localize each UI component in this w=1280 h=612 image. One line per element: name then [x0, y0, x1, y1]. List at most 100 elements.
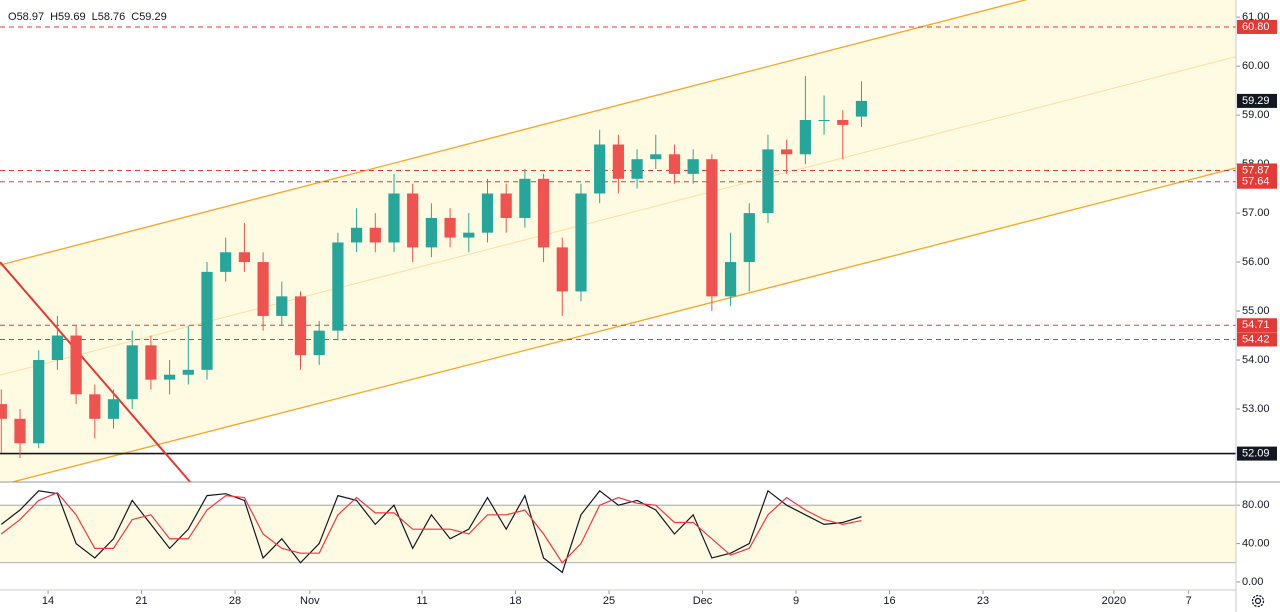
x-tick-label: 11 [416, 595, 427, 607]
ohlc-key: O [8, 11, 17, 23]
candle-body [145, 345, 157, 380]
x-tick-label: 21 [135, 595, 147, 607]
y-tick-label: 53.00 [1242, 403, 1270, 415]
candle-body [369, 227, 381, 243]
candle-body [126, 345, 138, 400]
y-tick-label: 56.00 [1242, 256, 1270, 268]
candle-body [855, 100, 868, 117]
candle-body [257, 262, 269, 316]
stoch-pane [0, 489, 1236, 574]
candle-body [332, 242, 344, 331]
candle-body [444, 217, 456, 238]
candle-body [799, 120, 811, 155]
y-tick-label: 57.00 [1242, 207, 1270, 219]
candle-body [107, 399, 120, 419]
candle-body [519, 178, 531, 218]
x-tick-label: Nov [300, 595, 320, 607]
ohlc-key: L [92, 11, 98, 23]
level-tag [1237, 174, 1277, 189]
level-tag-label: 54.42 [1242, 333, 1270, 345]
ohlc-value: 59.69 [58, 11, 86, 23]
settings-icon[interactable] [1251, 594, 1265, 608]
x-tick-label: 18 [509, 595, 521, 607]
candle-body [425, 217, 437, 248]
candle-body [706, 159, 718, 297]
channel-lower [9, 167, 1236, 482]
y-tick-label: 80.00 [1242, 499, 1270, 511]
band-fill [0, 505, 1236, 563]
x-tick-label: 2020 [1102, 595, 1126, 607]
candle-body [818, 120, 830, 122]
candle-body [350, 227, 363, 243]
candle-body [481, 193, 494, 233]
candle-body [89, 394, 101, 419]
candle-body [668, 154, 681, 174]
y-tick-label: 54.00 [1242, 354, 1270, 366]
ohlc-value: 58.97 [17, 11, 45, 23]
candle-body [631, 159, 643, 179]
candle-body [313, 330, 325, 356]
candle-body [407, 193, 419, 248]
level-tag-label: 54.71 [1242, 319, 1270, 331]
ohlc-value: 58.76 [98, 11, 126, 23]
candle-body [537, 178, 550, 248]
candle-body [781, 149, 793, 155]
level-tag [1237, 446, 1277, 461]
axes: 53.0054.0055.0056.0057.0058.0059.0060.00… [42, 11, 1277, 607]
ohlc-key: H [50, 11, 58, 23]
x-tick-label: Dec [693, 595, 713, 607]
ohlc-key: C [131, 11, 139, 23]
candle-body [276, 296, 288, 316]
y-tick-label: 0.00 [1242, 576, 1263, 588]
x-tick-label: 23 [977, 595, 989, 607]
x-tick-label: 16 [883, 595, 895, 607]
candle-body [837, 120, 849, 125]
y-tick-label: 59.00 [1242, 109, 1270, 121]
channel-fill [0, 0, 1236, 482]
level-tag [1237, 19, 1277, 34]
x-tick-label: 14 [42, 595, 54, 607]
candle-body [575, 193, 587, 292]
level-tag [1237, 163, 1277, 178]
trend-line [0, 261, 191, 482]
level-tag-label: 52.09 [1242, 447, 1270, 459]
y-tick-label: 40.00 [1242, 537, 1270, 549]
level-tag [1237, 332, 1277, 347]
candle-body [500, 193, 512, 218]
y-tick-label: 55.00 [1242, 305, 1270, 317]
candle-body [388, 193, 400, 243]
level-tag [1237, 318, 1277, 333]
x-tick-label: 25 [603, 595, 615, 607]
candle-body [33, 360, 45, 444]
candle-body [743, 213, 755, 263]
ohlc-header: O58.97 H59.69 L58.76 C59.29 [8, 11, 167, 23]
level-tag-label: 57.64 [1242, 176, 1270, 188]
candle-body [687, 159, 699, 174]
candle-body [463, 232, 475, 238]
stoch-line [0, 492, 862, 564]
candle-body [220, 252, 232, 272]
level-tag-label: 60.80 [1242, 21, 1270, 33]
candle-body [51, 335, 64, 361]
candle-body [0, 404, 7, 419]
candle-body [201, 271, 213, 370]
candle-body [294, 296, 307, 356]
candle-body [594, 144, 606, 194]
price-pane [0, 0, 1236, 482]
last-price-tag [1237, 93, 1277, 108]
candle-body [163, 374, 176, 380]
candle-body [762, 149, 774, 214]
candle-body [182, 369, 194, 375]
candle-body [724, 262, 737, 297]
candle-body [14, 418, 26, 444]
candle-body [650, 154, 662, 160]
last-price-label: 59.29 [1242, 95, 1270, 107]
candle-body [556, 247, 568, 292]
channel-upper [0, 0, 1028, 266]
level-tag-label: 57.87 [1242, 164, 1270, 176]
candle-body [612, 144, 624, 179]
candle-body [70, 335, 82, 395]
x-tick-label: 9 [793, 595, 799, 607]
candle-body [238, 252, 251, 263]
